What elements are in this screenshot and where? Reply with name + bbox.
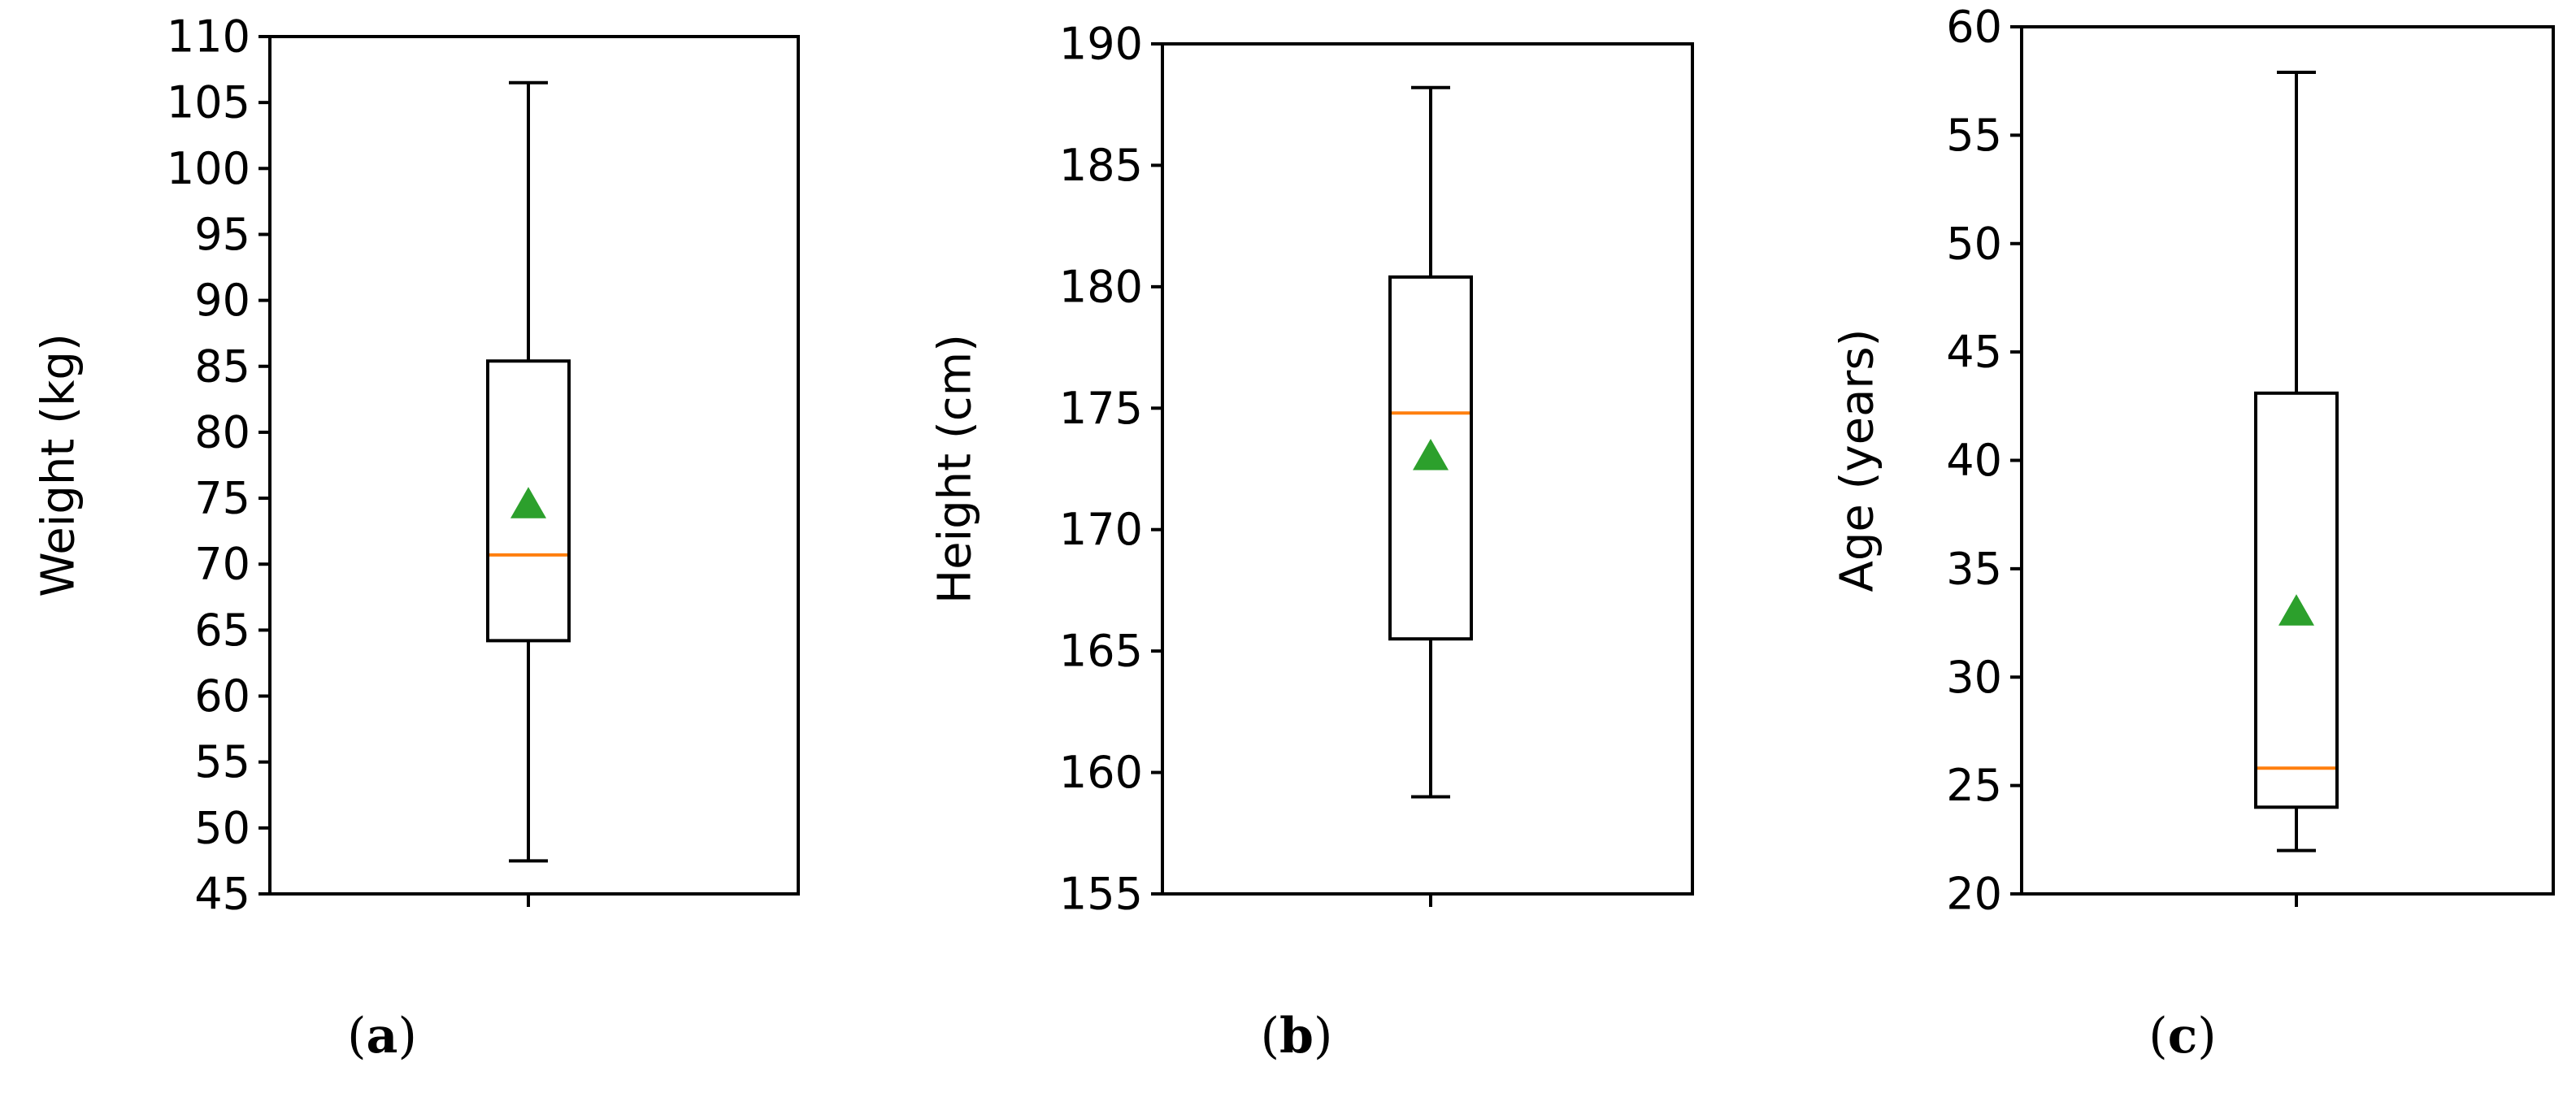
y-tick-label: 50: [194, 802, 250, 853]
y-tick-label: 100: [167, 143, 250, 194]
chart-panel-a: 45 50 55 60 65 70 75 80 85 90 95 100 105 110 Weight (k…: [33, 11, 800, 1065]
panel-caption-open: (: [2148, 1008, 2167, 1065]
panel-caption-close: ): [1314, 1008, 1332, 1065]
y-tick-label: 180: [1059, 261, 1143, 312]
mean-marker: [2278, 594, 2314, 626]
y-tick-label: 90: [194, 275, 250, 326]
y-tick-label: 175: [1059, 383, 1143, 434]
y-tick-label: 45: [1946, 327, 2002, 378]
panel-caption: (b): [1261, 1008, 1333, 1065]
y-tick-label: 30: [1946, 652, 2002, 703]
panel-caption-open: (: [1261, 1008, 1279, 1065]
panel-caption-close: ): [2197, 1008, 2216, 1065]
y-tick-label: 105: [167, 77, 250, 128]
axes-frame: [268, 35, 800, 896]
y-axis-label: Age (years): [1831, 329, 1884, 592]
iqr-box: [1388, 275, 1473, 641]
mean-marker: [1413, 439, 1449, 471]
y-tick-label: 60: [194, 670, 250, 722]
y-tick-label: 20: [1946, 869, 2002, 920]
y-axis-label: Height (cm): [929, 334, 982, 604]
panel-caption-open: (: [347, 1008, 366, 1065]
y-tick-label: 80: [194, 406, 250, 458]
y-tick-label: 75: [194, 473, 250, 524]
y-tick-label: 35: [1946, 543, 2002, 594]
panel-caption-letter: c: [2168, 1008, 2198, 1065]
y-tick-label: 165: [1059, 626, 1143, 677]
y-tick-label: 110: [167, 11, 250, 63]
iqr-box: [486, 359, 571, 643]
y-tick-label: 60: [1946, 2, 2002, 53]
y-tick-label: 45: [194, 869, 250, 920]
axes-frame: [1161, 42, 1694, 896]
chart-panel-b: 155 160 165 170 175 180 185 190 Height (cm) (b): [929, 19, 1694, 1065]
panel-caption-letter: b: [1279, 1008, 1314, 1065]
panel-caption: (c): [2148, 1008, 2216, 1065]
panel-caption: (a): [347, 1008, 417, 1065]
axes-frame: [2020, 25, 2555, 896]
chart-panel-c: 20 25 30 35 40 45 50 55 60 Age (years) (c): [1831, 2, 2555, 1065]
y-tick-label: 70: [194, 539, 250, 590]
y-tick-label: 190: [1059, 19, 1143, 70]
y-tick-label: 55: [1946, 110, 2002, 161]
y-tick-label: 185: [1059, 140, 1143, 191]
y-tick-label: 40: [1946, 435, 2002, 486]
y-tick-label: 85: [194, 340, 250, 392]
y-tick-label: 95: [194, 209, 250, 260]
y-tick-label: 155: [1059, 869, 1143, 920]
y-tick-label: 65: [194, 605, 250, 656]
y-tick-label: 55: [194, 736, 250, 787]
y-tick-label: 25: [1946, 760, 2002, 811]
iqr-box: [2254, 391, 2339, 809]
mean-marker: [510, 487, 546, 518]
panel-caption-close: ): [397, 1008, 416, 1065]
y-axis-label: Weight (kg): [33, 333, 85, 597]
y-tick-label: 50: [1946, 218, 2002, 269]
panel-caption-letter: a: [367, 1008, 398, 1065]
y-tick-label: 160: [1059, 747, 1143, 798]
y-tick-label: 170: [1059, 504, 1143, 555]
